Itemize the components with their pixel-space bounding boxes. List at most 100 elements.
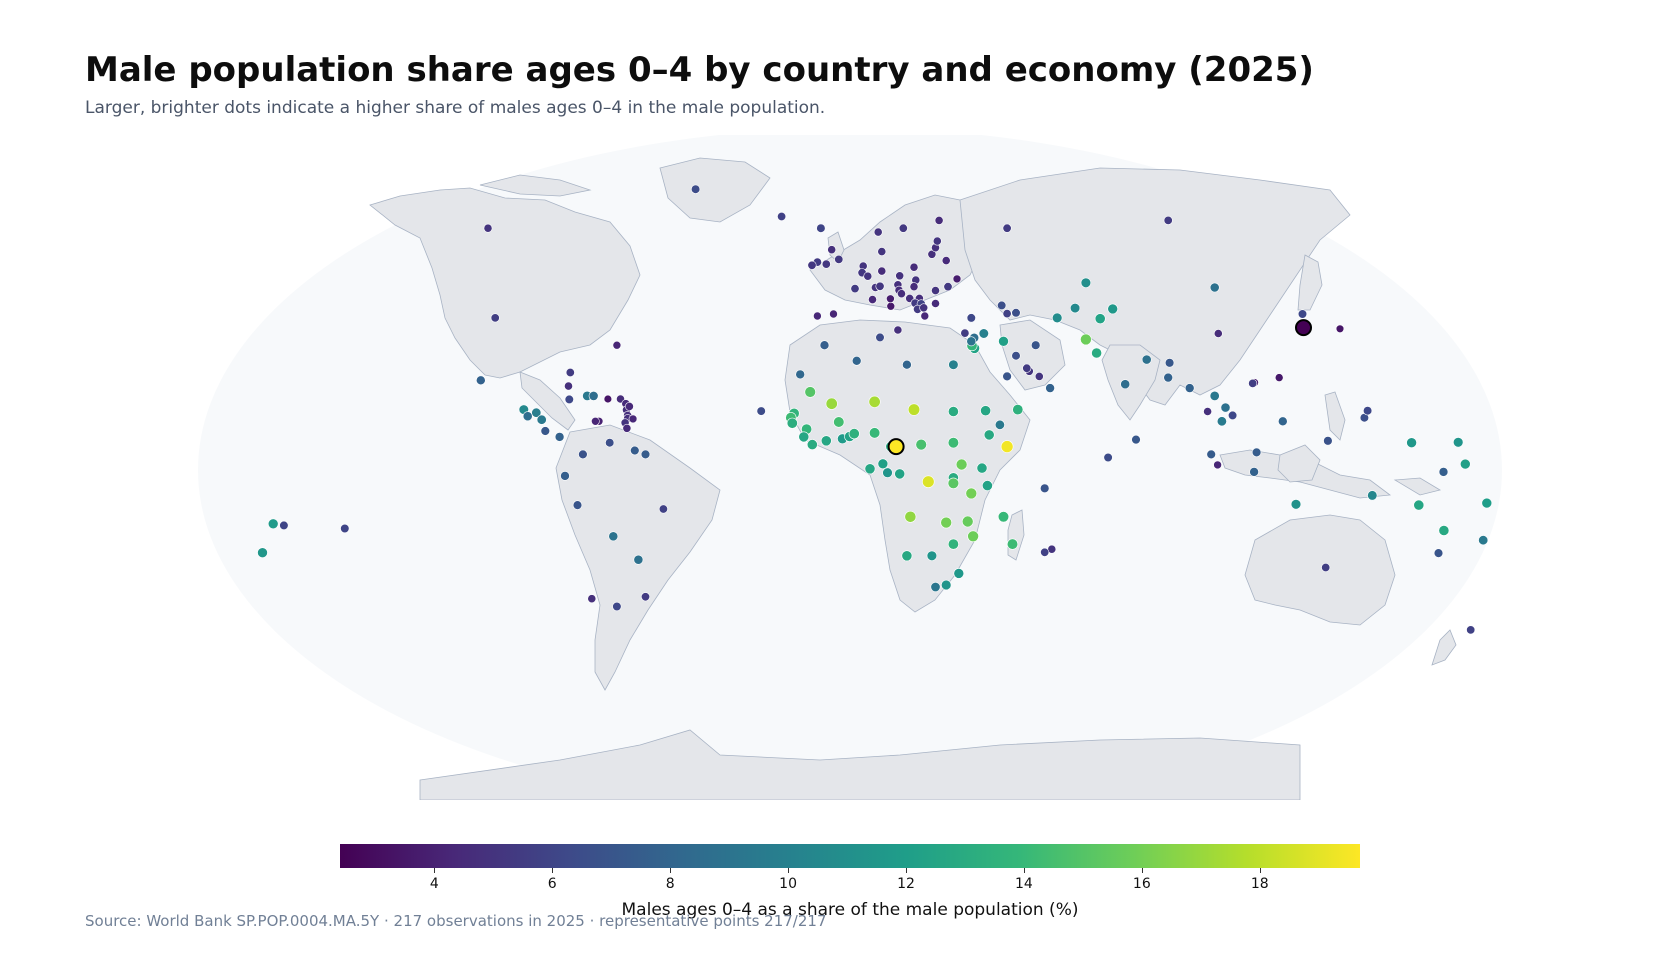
country-dot xyxy=(978,328,989,339)
colorbar-tick-label: 12 xyxy=(897,876,915,892)
country-dot xyxy=(821,259,831,269)
country-dot xyxy=(1460,458,1471,470)
country-dot xyxy=(980,405,991,417)
country-dot xyxy=(894,468,906,480)
country-dot xyxy=(1206,449,1216,460)
country-dot xyxy=(976,462,988,474)
country-dot xyxy=(948,406,959,417)
country-dot xyxy=(915,438,927,451)
country-dot xyxy=(819,340,830,351)
country-dot xyxy=(756,406,766,416)
country-dot xyxy=(1478,535,1489,546)
country-dot xyxy=(603,394,613,404)
country-dot xyxy=(1213,460,1222,470)
country-dot xyxy=(1251,447,1262,458)
country-dot xyxy=(966,313,976,323)
country-dot xyxy=(1413,499,1425,511)
country-dot xyxy=(608,531,619,542)
chart-subtitle: Larger, brighter dots indicate a higher … xyxy=(85,98,826,118)
png-landmass xyxy=(1393,477,1442,496)
new-zealand-landmass xyxy=(1431,629,1457,666)
country-dot xyxy=(893,325,903,335)
country-dot xyxy=(882,467,893,478)
country-dot xyxy=(982,480,993,491)
country-dot xyxy=(522,411,533,422)
japan-landmass xyxy=(1297,254,1323,311)
colorbar-tick-mark xyxy=(670,868,672,873)
country-dot xyxy=(564,394,574,405)
country-dot xyxy=(605,438,615,448)
country-dot xyxy=(875,281,885,291)
country-dot xyxy=(877,458,889,470)
country-dot xyxy=(868,427,881,439)
arctic-islands-landmass xyxy=(479,174,592,197)
country-dot xyxy=(622,423,632,433)
country-dot xyxy=(816,223,826,233)
country-dot xyxy=(953,568,965,579)
colorbar-tick-mark xyxy=(788,868,790,873)
country-dot xyxy=(587,594,597,604)
colorbar-tick-mark xyxy=(1023,868,1025,873)
country-dot xyxy=(1069,303,1081,314)
country-dot xyxy=(777,212,787,222)
colorbar-tick-label: 4 xyxy=(429,876,439,892)
country-dot xyxy=(1466,625,1476,635)
country-dot xyxy=(895,271,905,281)
country-dot xyxy=(966,336,977,347)
country-dot xyxy=(1438,525,1450,536)
greenland-landmass xyxy=(659,157,771,223)
country-dot xyxy=(690,184,701,194)
country-dot xyxy=(902,359,912,370)
country-dot xyxy=(934,215,944,225)
country-dot xyxy=(941,256,951,265)
country-dot xyxy=(640,592,650,602)
highlighted-extreme-dot xyxy=(1295,319,1312,337)
country-dot xyxy=(997,300,1007,311)
country-dot xyxy=(952,274,962,284)
country-dot xyxy=(786,417,798,429)
country-dot xyxy=(868,295,877,304)
country-dot xyxy=(1107,303,1118,315)
country-dot xyxy=(994,419,1005,430)
country-dot xyxy=(1039,483,1050,493)
country-dot xyxy=(1103,452,1113,463)
country-dot xyxy=(1002,223,1012,233)
country-dot xyxy=(1213,329,1223,338)
country-dot xyxy=(1216,416,1227,427)
country-dot xyxy=(1163,215,1173,225)
country-dot xyxy=(1227,410,1238,421)
country-dot xyxy=(898,223,908,233)
country-dot xyxy=(640,449,651,460)
country-dot xyxy=(897,289,906,299)
country-dot xyxy=(1002,371,1012,382)
colorbar-tick-mark xyxy=(906,868,907,873)
philippines-landmass xyxy=(1324,391,1346,441)
country-dot xyxy=(1290,499,1302,510)
country-dot xyxy=(1220,402,1231,413)
country-dot xyxy=(960,328,970,338)
colorbar-tick-mark xyxy=(1141,868,1143,873)
country-dot xyxy=(612,340,622,350)
country-dot xyxy=(1433,548,1444,558)
antarctica-landmass xyxy=(419,729,1301,800)
country-dot xyxy=(1022,363,1032,373)
country-dot xyxy=(588,390,599,401)
country-dot xyxy=(904,510,917,523)
country-dot xyxy=(1080,277,1092,288)
country-dot xyxy=(983,429,995,441)
country-dot xyxy=(1011,351,1021,361)
country-dot xyxy=(943,282,953,292)
country-dot xyxy=(1203,407,1212,416)
country-dot xyxy=(560,471,570,481)
country-dot xyxy=(1249,467,1259,477)
country-dot xyxy=(795,369,806,380)
country-dot xyxy=(490,313,500,323)
country-dot xyxy=(1278,416,1288,427)
central-america-landmass xyxy=(519,371,576,431)
country-dot xyxy=(967,530,979,543)
country-dot xyxy=(947,477,960,489)
colorbar-tick-label: 6 xyxy=(547,876,557,892)
country-dot xyxy=(798,431,810,443)
country-dot xyxy=(873,227,883,237)
country-dot xyxy=(565,367,575,377)
